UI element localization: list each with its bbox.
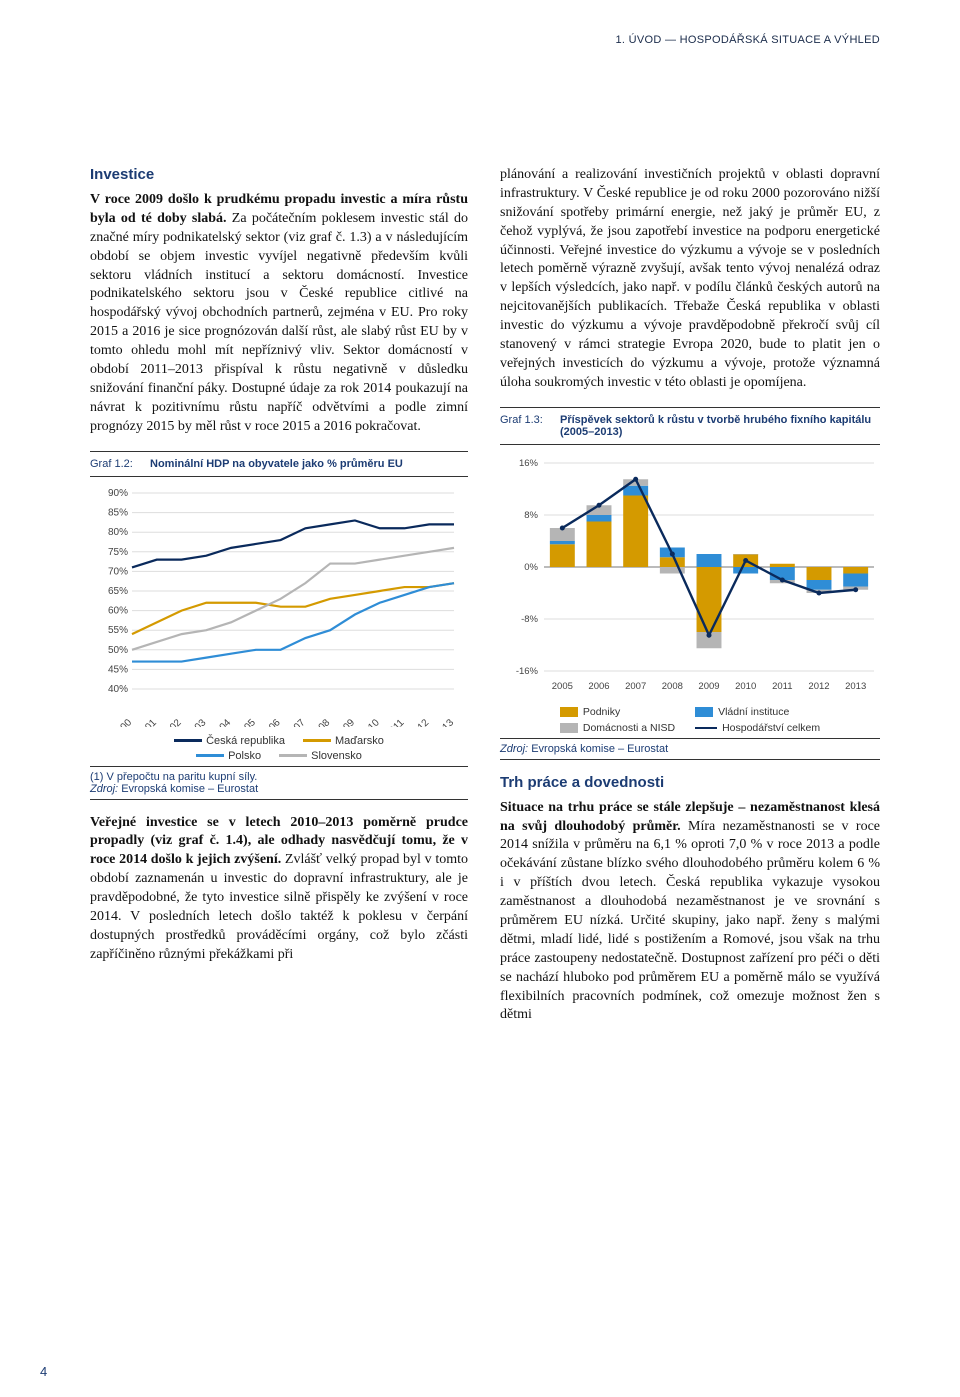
figure-source-text: Zdroj: Evropská komise – Eurostat	[90, 783, 258, 795]
page: 1. ÚVOD — HOSPODÁŘSKÁ SITUACE A VÝHLED I…	[0, 0, 960, 1397]
svg-text:50%: 50%	[108, 644, 128, 655]
figure-label: Graf 1.2:	[90, 458, 150, 470]
para-rest: Za počátečním poklesem investic stál do …	[90, 211, 468, 434]
svg-text:2007: 2007	[625, 681, 646, 692]
page-number: 4	[40, 1364, 47, 1379]
figure-footnote: (1) V přepočtu na paritu kupní síly.	[90, 771, 468, 783]
svg-text:-8%: -8%	[521, 614, 538, 625]
svg-text:90%: 90%	[108, 488, 128, 499]
paragraph-investice-1: V roce 2009 došlo k prudkému propadu inv…	[90, 191, 468, 437]
bar-chart-1-3: -16% -8% 0% 8% 16% 2005 2006 2007 2008 2009 2010 20…	[500, 455, 880, 734]
line-chart-legend-row-1: Česká republika Maďarsko	[90, 735, 468, 747]
svg-text:60%: 60%	[108, 605, 128, 616]
svg-text:70%: 70%	[108, 566, 128, 577]
svg-text:75%: 75%	[108, 546, 128, 557]
svg-text:2012: 2012	[408, 717, 432, 727]
line-chart-1-2: 40%45%50%55%60%65%70%75%80%85%90%2000200…	[90, 487, 468, 762]
paragraph-investice-2: Veřejné investice se v letech 2010–2013 …	[90, 814, 468, 965]
figure-caption-1-3: Graf 1.3: Příspěvek sektorů k růstu v tv…	[500, 407, 880, 445]
svg-text:2003: 2003	[185, 717, 209, 727]
svg-text:45%: 45%	[108, 664, 128, 675]
legend-podniky: Podniky	[560, 706, 675, 718]
figure-title: Nominální HDP na obyvatele jako % průměr…	[150, 458, 468, 470]
svg-text:65%: 65%	[108, 586, 128, 597]
svg-text:8%: 8%	[524, 510, 538, 521]
svg-text:2009: 2009	[334, 717, 358, 727]
svg-text:2004: 2004	[210, 717, 234, 727]
legend-madarsko: Maďarsko	[303, 735, 384, 747]
svg-text:2011: 2011	[384, 717, 407, 727]
svg-text:2013: 2013	[433, 717, 457, 727]
svg-text:55%: 55%	[108, 625, 128, 636]
bar-chart-legend: Podniky Vládní instituce Domácnosti a NI…	[500, 706, 880, 734]
svg-text:2005: 2005	[552, 681, 573, 692]
svg-text:2007: 2007	[284, 717, 308, 727]
two-column-layout: Investice V roce 2009 došlo k prudkému p…	[90, 166, 880, 1039]
legend-hosp: Hospodářství celkem	[695, 722, 820, 734]
figure-caption-1-2: Graf 1.2: Nominální HDP na obyvatele jak…	[90, 451, 468, 477]
svg-text:0%: 0%	[524, 562, 538, 573]
figure-label: Graf 1.3:	[500, 414, 560, 438]
section-heading-investice: Investice	[90, 166, 468, 183]
svg-text:80%: 80%	[108, 527, 128, 538]
para-rest: Zvlášť velký propad byl v tomto období z…	[90, 852, 468, 961]
bar-chart-svg: -16% -8% 0% 8% 16% 2005 2006 2007 2008 2009 2010 20…	[500, 455, 880, 695]
para-rest: Míra nezaměstnanosti se v roce 2014 sníž…	[500, 819, 880, 1023]
paragraph-right-top: plánování a realizování investičních pro…	[500, 166, 880, 393]
legend-ceska: Česká republika	[174, 735, 285, 747]
left-column: Investice V roce 2009 došlo k prudkému p…	[90, 166, 468, 1039]
line-chart-legend-row-2: Polsko Slovensko	[90, 750, 468, 762]
svg-text:2008: 2008	[662, 681, 683, 692]
figure-title: Příspěvek sektorů k růstu v tvorbě hrubé…	[560, 414, 880, 438]
svg-text:-16%: -16%	[516, 666, 539, 677]
svg-text:85%: 85%	[108, 507, 128, 518]
legend-vladni: Vládní instituce	[695, 706, 820, 718]
figure-source-1-3: Zdroj: Evropská komise – Eurostat	[500, 738, 880, 760]
svg-text:2008: 2008	[309, 717, 333, 727]
legend-domacnosti: Domácnosti a NISD	[560, 722, 675, 734]
svg-text:2010: 2010	[358, 717, 382, 727]
svg-text:16%: 16%	[519, 458, 539, 469]
svg-text:2010: 2010	[735, 681, 756, 692]
right-column: plánování a realizování investičních pro…	[500, 166, 880, 1039]
figure-source-1-2: (1) V přepočtu na paritu kupní síly. Zdr…	[90, 766, 468, 800]
svg-text:2001: 2001	[135, 717, 159, 727]
svg-text:2006: 2006	[259, 717, 283, 727]
svg-text:2011: 2011	[772, 681, 792, 692]
svg-text:2002: 2002	[160, 717, 184, 727]
svg-text:2000: 2000	[111, 717, 135, 727]
paragraph-trh-prace: Situace na trhu práce se stále zlepšuje …	[500, 799, 880, 1026]
src-text: Evropská komise – Eurostat	[121, 783, 258, 795]
figure-source-text: Zdroj: Evropská komise – Eurostat	[500, 743, 668, 755]
section-heading-trh-prace: Trh práce a dovednosti	[500, 774, 880, 791]
running-head: 1. ÚVOD — HOSPODÁŘSKÁ SITUACE A VÝHLED	[90, 34, 880, 46]
svg-text:2005: 2005	[234, 717, 258, 727]
legend-slovensko: Slovensko	[279, 750, 362, 762]
svg-text:2009: 2009	[698, 681, 719, 692]
svg-text:2012: 2012	[808, 681, 829, 692]
legend-polsko: Polsko	[196, 750, 261, 762]
svg-text:40%: 40%	[108, 684, 128, 695]
line-chart-svg: 40%45%50%55%60%65%70%75%80%85%90%2000200…	[90, 487, 460, 727]
svg-text:2006: 2006	[588, 681, 609, 692]
svg-text:2013: 2013	[845, 681, 866, 692]
